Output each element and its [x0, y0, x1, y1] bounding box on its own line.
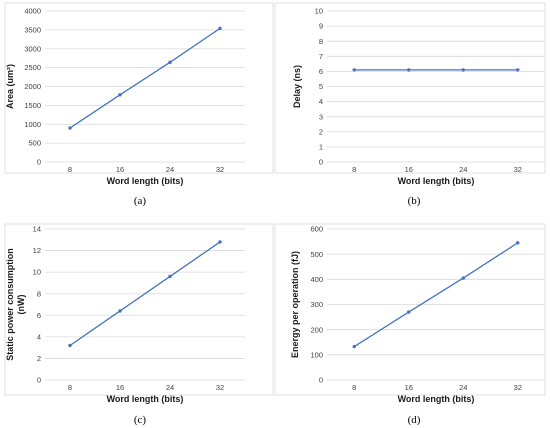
y-tick-label: 10 [33, 268, 41, 277]
x-tick-label: 8 [68, 165, 72, 174]
x-tick-label: 32 [216, 165, 224, 174]
data-point [168, 274, 172, 279]
y-axis-title: Energy per operation (fJ) [290, 251, 300, 358]
x-tick-label: 24 [459, 383, 467, 392]
y-tick-label: 14 [33, 225, 41, 234]
y-tick-label: 12 [33, 246, 41, 255]
panel-caption: (d) [408, 414, 421, 426]
series-line [353, 242, 519, 348]
y-tick-label: 3000 [24, 44, 41, 53]
y-tick-label: 7 [319, 52, 323, 61]
y-tick-label: 9 [319, 22, 323, 31]
series-line [69, 241, 221, 347]
chart-panel-2: 0 1 2 3 4 5 6 7 8 9 10 8 16 24 32 Word length (bits) Del… [274, 2, 546, 207]
data-point [118, 309, 122, 313]
data-point [461, 276, 465, 280]
data-point [352, 344, 356, 349]
y-axis-title-line: Static power consumption [5, 248, 15, 361]
y-tick-label: 0 [319, 376, 323, 385]
series-line [69, 27, 221, 129]
y-axis-title: Static power consumption(nW) [5, 248, 26, 361]
x-tick-label: 32 [216, 383, 224, 392]
panel-caption: (c) [134, 414, 147, 426]
data-point [218, 26, 222, 31]
x-tick-label: 16 [405, 165, 413, 174]
y-tick-label: 0 [319, 158, 323, 167]
y-tick-label: 8 [319, 37, 323, 46]
x-tick-label: 32 [514, 165, 522, 174]
x-axis-title: Word length (bits) [398, 394, 475, 404]
chart-frame [274, 2, 546, 174]
data-point [168, 60, 172, 65]
y-tick-label: 4 [319, 97, 323, 106]
x-tick-label: 16 [116, 383, 124, 392]
y-tick-label: 100 [310, 350, 323, 359]
y-tick-label: 4000 [24, 7, 41, 16]
data-point [407, 68, 411, 72]
x-axis-title: Word length (bits) [107, 394, 184, 404]
x-tick-label: 16 [405, 383, 413, 392]
data-point [218, 240, 222, 244]
data-point [68, 126, 72, 130]
x-tick-label: 8 [352, 383, 356, 392]
y-tick-label: 6 [319, 67, 323, 76]
y-tick-label: 3 [319, 112, 323, 121]
data-point [407, 310, 411, 314]
x-tick-label: 24 [166, 383, 174, 392]
data-point [352, 68, 356, 72]
x-tick-label: 24 [166, 165, 174, 174]
y-tick-label: 2 [319, 127, 323, 136]
data-point [118, 93, 122, 97]
y-tick-label: 500 [28, 139, 41, 148]
y-tick-label: 8 [37, 289, 41, 298]
x-tick-label: 16 [116, 165, 124, 174]
y-tick-label: 5 [319, 82, 323, 91]
y-tick-label: 500 [310, 250, 323, 259]
y-tick-label: 4 [37, 332, 41, 341]
chart-frame [4, 2, 274, 174]
y-axis-title: Delay (ns) [292, 65, 302, 108]
y-tick-label: 10 [315, 7, 323, 16]
data-point [461, 68, 465, 72]
chart-panel-4: 0 100 200 300 400 500 600 8 16 24 32 Word length (b… [274, 223, 546, 426]
data-point [68, 343, 72, 348]
x-axis-title: Word length (bits) [398, 176, 475, 186]
y-tick-label: 600 [310, 225, 323, 234]
x-tick-label: 8 [68, 383, 72, 392]
x-tick-label: 24 [459, 165, 467, 174]
y-axis-title: Area (um²) [5, 64, 15, 109]
y-tick-label: 300 [310, 300, 323, 309]
y-tick-label: 400 [310, 275, 323, 284]
y-tick-label: 0 [37, 376, 41, 385]
y-tick-label: 1 [319, 143, 323, 152]
chart-panel-1: 0 500 1000 1500 2000 2500 3000 3500 4000 8 16 24 32 W… [4, 2, 274, 207]
chart-frame [274, 223, 546, 396]
panel-caption: (b) [408, 195, 421, 207]
y-tick-label: 200 [310, 325, 323, 334]
x-tick-label: 8 [352, 165, 356, 174]
x-axis-title: Word length (bits) [107, 176, 184, 186]
chart-frame [4, 223, 274, 396]
data-point [516, 241, 520, 245]
y-tick-label: 1000 [24, 120, 41, 129]
y-tick-label: 2500 [24, 63, 41, 72]
panel-caption: (a) [134, 195, 147, 207]
data-point [516, 68, 520, 72]
x-tick-label: 32 [514, 383, 522, 392]
y-tick-label: 0 [37, 158, 41, 167]
y-axis-title-line: (nW) [16, 295, 26, 315]
y-tick-label: 1500 [24, 101, 41, 110]
y-tick-label: 2 [37, 354, 41, 363]
y-tick-label: 3500 [24, 25, 41, 34]
y-tick-label: 6 [37, 311, 41, 320]
y-tick-label: 2000 [24, 82, 41, 91]
